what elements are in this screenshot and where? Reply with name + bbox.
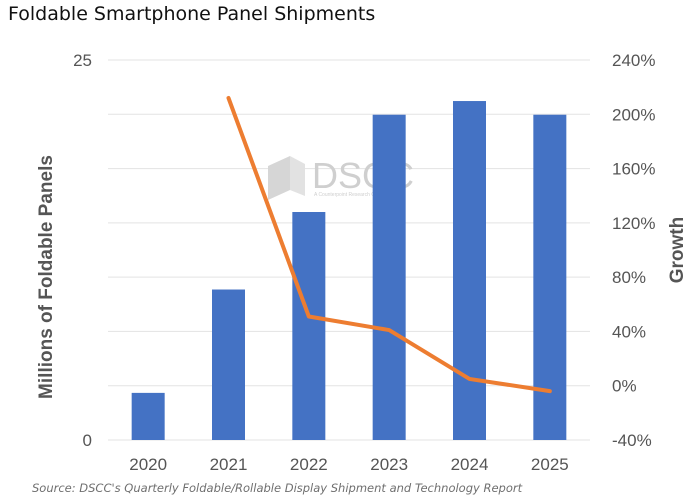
right-tick-label: 160% [612,160,655,179]
watermark-tagline: A Counterpoint Research Company [314,192,393,198]
chart-title: Foldable Smartphone Panel Shipments [8,3,376,25]
right-tick-label: 200% [612,105,655,124]
left-tick-label: 0 [83,431,92,450]
x-tick-label: 2021 [210,455,248,474]
gridlines [108,59,590,441]
x-tick-label: 2023 [370,455,408,474]
y-right-axis-title: Growth [667,217,688,284]
x-tick-label: 2022 [290,455,328,474]
right-tick-label: 40% [612,322,646,341]
left-axis-ticks: 25 0 [73,51,92,450]
x-tick-label: 2024 [451,455,489,474]
y-axis-title: Millions of Foldable Panels [36,155,57,399]
source-note: Source: DSCC's Quarterly Foldable/Rollab… [32,481,523,495]
growth-line-series [226,96,552,394]
dscc-watermark: DSCC A Counterpoint Research Company [268,155,414,200]
bar-2022 [292,212,326,440]
bar-2020 [131,392,165,440]
bar-2023 [372,114,406,440]
dscc-logo-icon [268,156,305,200]
x-axis-ticks: 2020 2021 2022 2023 2024 2025 [129,455,568,474]
left-tick-label: 25 [73,51,92,70]
x-tick-label: 2025 [531,455,569,474]
right-tick-label: 0% [612,377,637,396]
right-tick-label: -40% [612,431,652,450]
right-tick-label: 240% [612,51,655,70]
bar-2024 [453,101,486,440]
bar-2025 [533,114,567,440]
bar-2021 [212,289,245,440]
right-axis-ticks: 240% 200% 160% 120% 80% 40% 0% -40% [612,51,655,450]
x-tick-label: 2020 [129,455,167,474]
bar-series [131,101,567,440]
right-tick-label: 120% [612,214,655,233]
right-tick-label: 80% [612,268,646,287]
